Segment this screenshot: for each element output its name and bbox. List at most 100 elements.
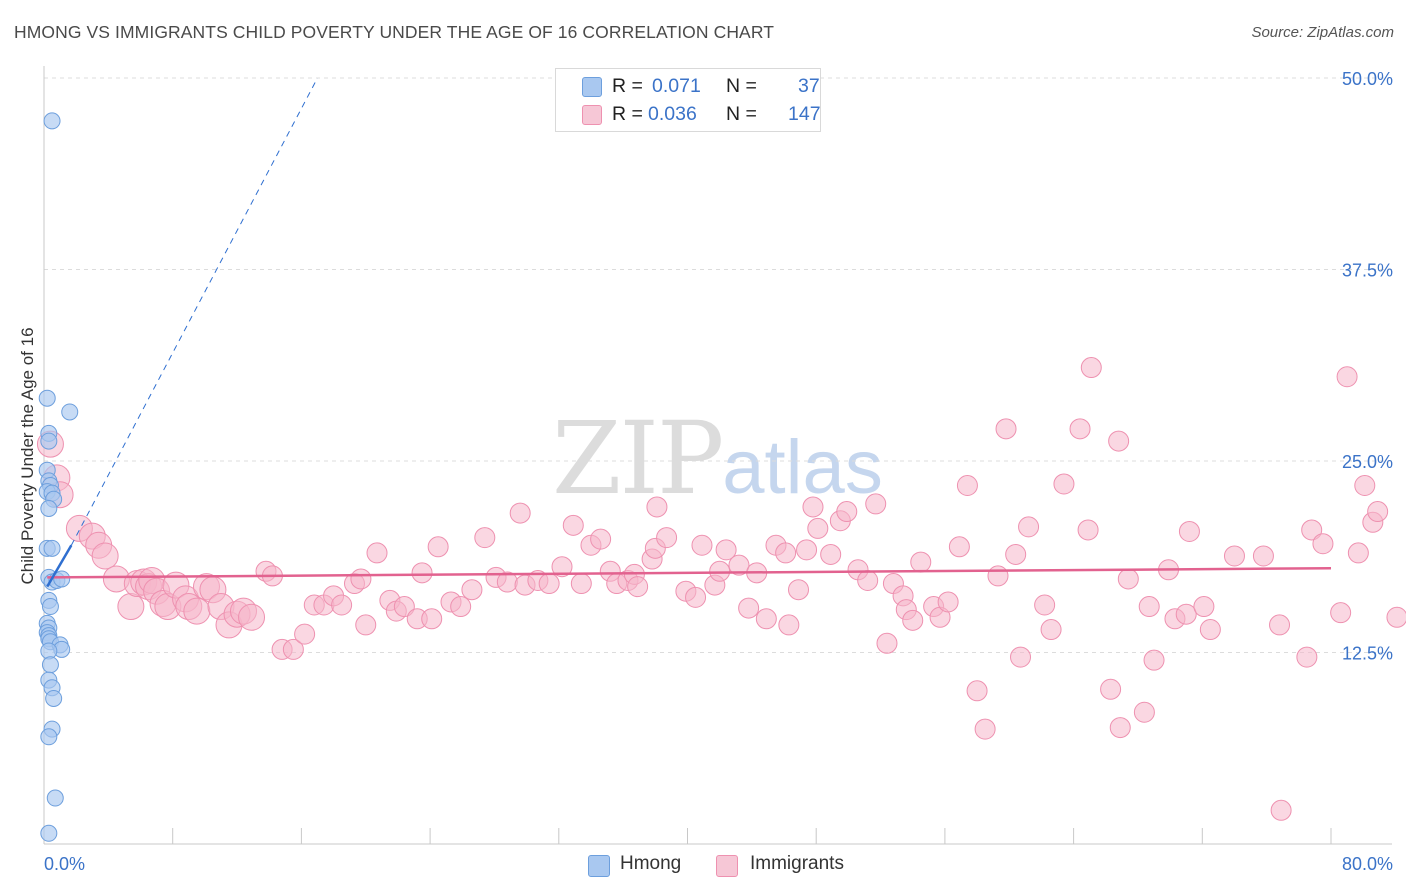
immigrants-point: [656, 527, 678, 549]
immigrants-point: [1034, 594, 1056, 616]
immigrants-point: [1367, 501, 1389, 523]
immigrants-point: [1069, 418, 1091, 440]
immigrants-point: [282, 638, 304, 660]
watermark-atlas: atlas: [722, 425, 883, 510]
immigrants-point: [1080, 357, 1102, 379]
chart-title: HMONG VS IMMIGRANTS CHILD POVERTY UNDER …: [14, 22, 775, 42]
hmong-point: [46, 789, 64, 807]
immigrants-point: [538, 573, 560, 595]
hmong-trend-line-dashed: [70, 78, 318, 546]
immigrants-point: [1223, 545, 1245, 567]
immigrants-point: [551, 556, 573, 578]
immigrants-point: [1018, 516, 1040, 538]
immigrants-point: [987, 565, 1009, 587]
immigrants-point: [802, 496, 824, 518]
immigrants-point: [807, 517, 829, 539]
hmong-point: [43, 539, 61, 557]
immigrants-point: [411, 562, 433, 584]
x-tick-label: 80.0%: [1342, 854, 1393, 874]
legend-r-label: R =: [612, 103, 643, 125]
immigrants-point: [562, 514, 584, 536]
immigrants-point: [1108, 430, 1130, 452]
hmong-point: [40, 824, 58, 842]
immigrants-point: [117, 593, 145, 621]
immigrants-point: [1270, 799, 1292, 821]
immigrants-point: [570, 573, 592, 595]
hmong-point: [40, 728, 58, 746]
immigrants-point: [788, 579, 810, 601]
immigrants-point: [1010, 646, 1032, 668]
immigrants-point: [355, 614, 377, 636]
source-label: Source: ZipAtlas.com: [1251, 24, 1394, 41]
immigrants-point: [715, 539, 737, 561]
hmong-point: [41, 656, 59, 674]
immigrants-point: [685, 586, 707, 608]
immigrants-point: [1354, 475, 1376, 497]
immigrants-point: [836, 501, 858, 523]
immigrants-point: [1269, 614, 1291, 636]
immigrants-point: [1077, 519, 1099, 541]
hmong-point: [38, 389, 56, 407]
y-tick-label: 12.5%: [1342, 644, 1393, 664]
immigrants-swatch-icon: [582, 105, 602, 125]
hmong-swatch-icon: [582, 77, 602, 97]
immigrants-point: [1330, 602, 1352, 624]
immigrants-point: [461, 579, 483, 601]
immigrants-point: [393, 596, 415, 618]
immigrants-point: [865, 493, 887, 515]
x-tick-label: 0.0%: [44, 854, 85, 874]
immigrants-point: [183, 597, 211, 625]
immigrants-point: [1199, 619, 1221, 641]
immigrants-point: [1138, 596, 1160, 618]
immigrants-point: [1117, 568, 1139, 590]
immigrants-point: [1040, 619, 1062, 641]
immigrants-legend-label: Immigrants: [750, 853, 844, 874]
immigrants-point: [238, 603, 266, 631]
y-tick-label: 37.5%: [1342, 261, 1393, 281]
immigrants-point: [331, 594, 353, 616]
y-tick-label: 25.0%: [1342, 452, 1393, 472]
legend-n-value: 37: [798, 75, 820, 97]
hmong-point: [41, 598, 59, 616]
watermark: ZIPatlas: [552, 400, 883, 517]
legend-r-label: R =: [612, 75, 643, 97]
immigrants-point: [1296, 646, 1318, 668]
legend-r-value: 0.036: [648, 103, 697, 125]
immigrants-point: [738, 597, 760, 619]
hmong-point: [45, 689, 63, 707]
immigrants-point: [691, 534, 713, 556]
immigrants-point: [1347, 542, 1369, 564]
immigrants-point: [421, 608, 443, 630]
immigrants-point: [1133, 701, 1155, 723]
immigrants-point: [627, 576, 649, 598]
immigrants-point: [474, 527, 496, 549]
legend-r-value: 0.071: [652, 75, 701, 97]
immigrants-point: [1301, 519, 1323, 541]
immigrants-point: [350, 568, 372, 590]
immigrants-point: [1175, 603, 1197, 625]
immigrants-point: [1109, 717, 1131, 739]
immigrants-point: [974, 718, 996, 740]
immigrants-point: [728, 554, 750, 576]
immigrants-point: [820, 543, 842, 565]
immigrants-point: [857, 569, 879, 591]
immigrants-point: [1178, 520, 1200, 542]
immigrants-point: [995, 418, 1017, 440]
hmong-point: [40, 432, 58, 450]
watermark-zip: ZIP: [552, 400, 724, 517]
legend-n-label: N =: [726, 103, 757, 125]
hmong-trend-line-solid: [46, 544, 73, 588]
immigrants-point: [427, 536, 449, 558]
immigrants-point: [366, 542, 388, 564]
immigrants-point: [1005, 543, 1027, 565]
immigrants-legend-icon: [716, 855, 738, 877]
immigrants-point: [910, 551, 932, 573]
immigrants-point: [1143, 649, 1165, 671]
immigrants-point: [937, 591, 959, 613]
immigrants-trend-line: [47, 566, 1332, 579]
immigrants-point: [902, 609, 924, 631]
hmong-legend-label: Hmong: [620, 853, 682, 874]
hmong-legend-icon: [588, 855, 610, 877]
immigrants-point: [778, 614, 800, 636]
